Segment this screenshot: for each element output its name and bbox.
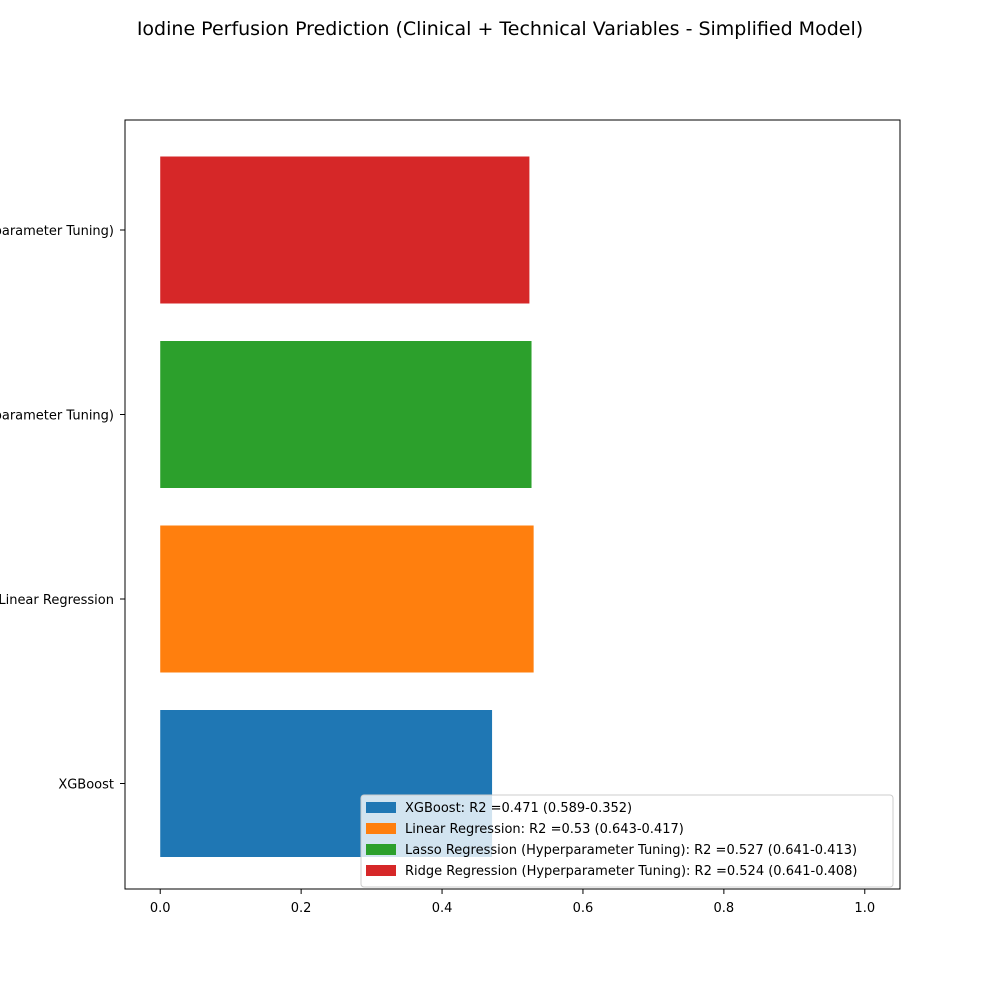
legend-label: Lasso Regression (Hyperparameter Tuning)…	[405, 843, 857, 858]
bar-linear-regression	[160, 525, 534, 673]
legend-label: XGBoost: R2 =0.471 (0.589-0.352)	[405, 801, 632, 816]
x-tick-label: 0.2	[291, 901, 312, 916]
y-tick-label: Lasso Regression (Hyperparameter Tuning)	[0, 409, 114, 424]
legend-swatch	[366, 865, 396, 876]
axes-layer: 0.0 0.2 0.4 0.6 0.8 1.0 XGBoost Linear Regressi…	[0, 119, 901, 916]
x-tick-label: 0.6	[573, 901, 594, 916]
legend-swatch	[366, 844, 396, 855]
legend-box	[360, 794, 894, 888]
y-tick-label: XGBoost	[58, 778, 114, 793]
y-tick-label: Linear Regression	[0, 593, 114, 608]
x-tick-label: 0.4	[432, 901, 453, 916]
bar-ridge-regression-hyperparameter-tuning	[160, 156, 530, 304]
plot-frame	[124, 119, 901, 890]
legend: XGBoost: R2 =0.471 (0.589-0.352) Linear R…	[360, 794, 894, 888]
legend-swatch	[366, 823, 396, 834]
chart-title: Iodine Perfusion Prediction (Clinical + …	[137, 18, 863, 40]
x-tick-label: 0.0	[150, 901, 171, 916]
legend-label: Ridge Regression (Hyperparameter Tuning)…	[405, 864, 858, 879]
y-tick-label: Ridge Regression (Hyperparameter Tuning)	[0, 224, 114, 239]
bar-lasso-regression-hyperparameter-tuning	[160, 341, 532, 488]
x-tick-label: 0.8	[714, 901, 735, 916]
legend-swatch	[366, 802, 396, 813]
bars-layer	[160, 156, 534, 857]
x-tick-label: 1.0	[854, 901, 875, 916]
legend-label: Linear Regression: R2 =0.53 (0.643-0.417…	[405, 822, 684, 837]
